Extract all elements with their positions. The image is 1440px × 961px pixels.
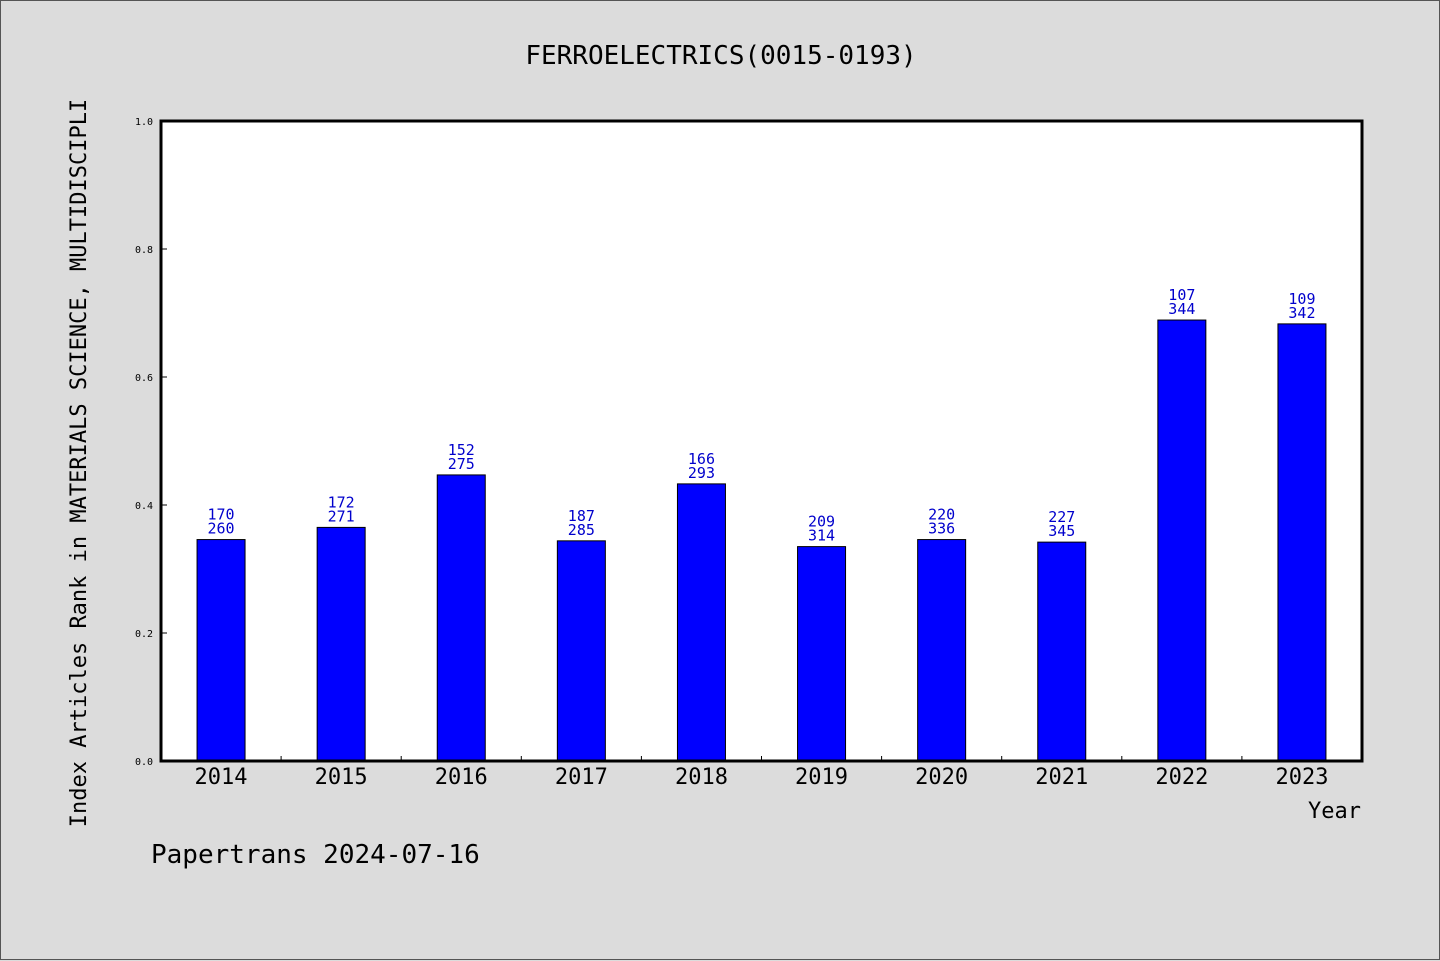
y-axis-label: Index Articles Rank in MATERIALS SCIENCE… (67, 99, 92, 827)
y-tick-label: 0.4 (135, 501, 153, 512)
bar-total-label: 260 (208, 520, 235, 538)
bar-labels-group: 1702601722711522751872851662932093142203… (208, 286, 1316, 545)
x-tick-label: 2023 (1275, 765, 1328, 790)
bar-rank-label: 166 (688, 450, 715, 468)
bar-2017 (556, 540, 606, 762)
x-tick-label: 2018 (675, 765, 728, 790)
bar-2014 (196, 539, 246, 762)
bar-rank-label: 109 (1288, 290, 1315, 308)
bar-2022 (1157, 319, 1207, 762)
bar-total-label: 345 (1048, 522, 1075, 540)
x-tick-label: 2020 (915, 765, 968, 790)
bar-total-label: 314 (808, 527, 835, 545)
x-tick-label: 2019 (795, 765, 848, 790)
bar-rank-label: 172 (328, 493, 355, 511)
x-tick-label: 2022 (1155, 765, 1208, 790)
bar-rank-label: 209 (808, 513, 835, 531)
plot-border (159, 119, 1364, 763)
footer-credit: Papertrans 2024-07-16 (151, 840, 480, 870)
bar-2018 (676, 483, 726, 762)
bar-rank-label: 187 (568, 507, 595, 525)
chart-title: FERROELECTRICS(0015-0193) (525, 41, 916, 71)
y-tick-label: 1.0 (135, 117, 153, 128)
bar-total-label: 271 (328, 507, 355, 525)
bar-total-label: 293 (688, 464, 715, 482)
bar-total-label: 275 (448, 455, 475, 473)
bar-total-label: 342 (1288, 304, 1315, 322)
x-axis-ticks: 2014 2015 2016 2017 2018 2019 2020 2021 2022 2023 (195, 756, 1328, 790)
bar-2023 (1277, 323, 1327, 762)
bar-total-label: 336 (928, 520, 955, 538)
bar-2015 (316, 526, 366, 762)
bar-rank-label: 220 (928, 506, 955, 524)
bar-2019 (797, 546, 847, 762)
y-tick-label: 0.8 (135, 245, 153, 256)
x-tick-label: 2017 (555, 765, 608, 790)
bar-rank-label: 170 (208, 506, 235, 524)
x-axis-label: Year (1308, 799, 1361, 824)
x-tick-label: 2014 (195, 765, 248, 790)
y-tick-label: 0.6 (135, 373, 153, 384)
bar-2020 (917, 539, 967, 762)
bar-rank-label: 152 (448, 441, 475, 459)
x-tick-label: 2021 (1035, 765, 1088, 790)
bar-rank-label: 227 (1048, 508, 1075, 526)
x-tick-label: 2015 (315, 765, 368, 790)
y-tick-label: 0.0 (135, 757, 153, 768)
bar-total-label: 285 (568, 521, 595, 539)
y-tick-label: 0.2 (135, 629, 153, 640)
x-tick-label: 2016 (435, 765, 488, 790)
bar-rank-label: 107 (1168, 286, 1195, 304)
bar-2016 (436, 474, 486, 762)
bars-group (196, 319, 1327, 762)
bar-total-label: 344 (1168, 300, 1195, 318)
bar-2021 (1037, 541, 1087, 762)
